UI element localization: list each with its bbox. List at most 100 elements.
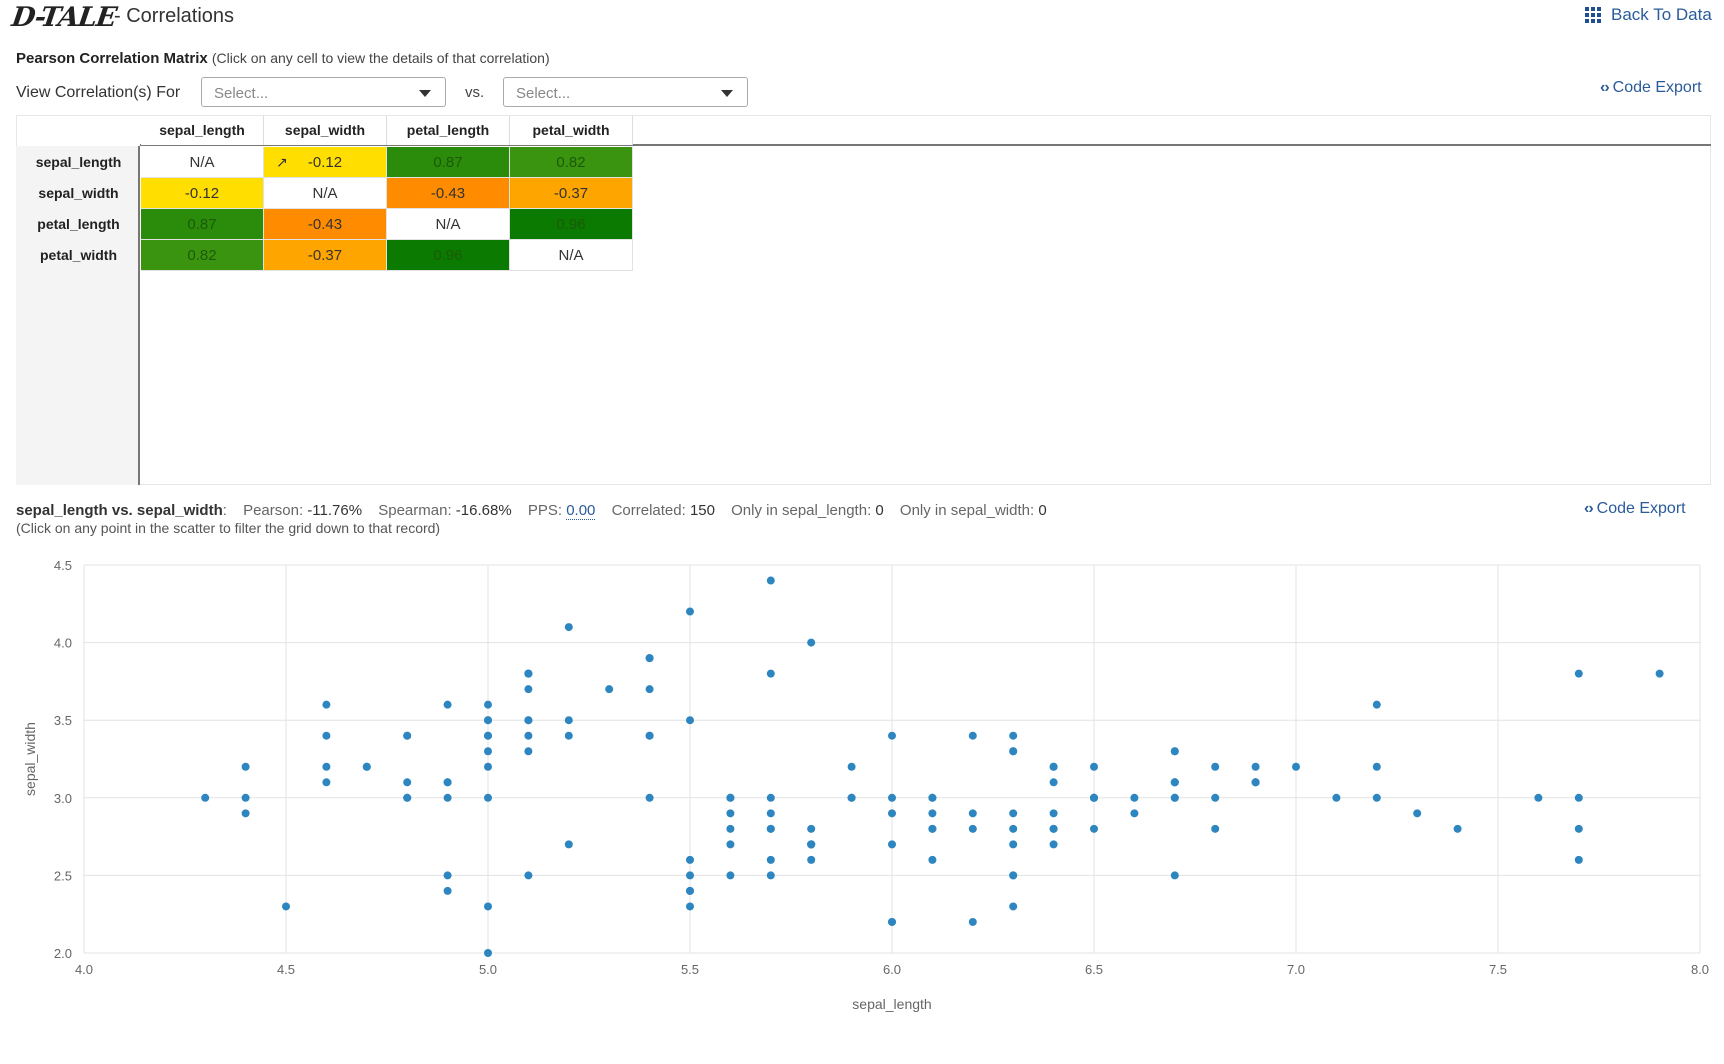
scatter-point[interactable] — [645, 793, 654, 802]
scatter-point[interactable] — [726, 809, 735, 818]
scatter-point[interactable] — [1211, 762, 1220, 771]
scatter-point[interactable] — [1009, 871, 1018, 880]
scatter-point[interactable] — [807, 855, 816, 864]
scatter-point[interactable] — [1009, 731, 1018, 740]
scatter-point[interactable] — [322, 731, 331, 740]
scatter-point[interactable] — [524, 716, 533, 725]
scatter-point[interactable] — [1211, 824, 1220, 833]
scatter-point[interactable] — [1130, 793, 1139, 802]
scatter-point[interactable] — [766, 793, 775, 802]
scatter-point[interactable] — [888, 840, 896, 849]
scatter-point[interactable] — [807, 840, 816, 849]
scatter-point[interactable] — [484, 949, 492, 957]
scatter-point[interactable] — [686, 871, 694, 880]
scatter-point[interactable] — [686, 886, 694, 895]
scatter-point[interactable] — [1332, 793, 1341, 802]
scatter-point[interactable] — [1049, 778, 1058, 787]
pps-value-link[interactable]: 0.00 — [566, 502, 596, 520]
matrix-cell-sepal_width-sepal_length[interactable]: -0.12 — [141, 178, 264, 209]
scatter-point[interactable] — [847, 793, 856, 802]
scatter-point[interactable] — [726, 793, 735, 802]
scatter-point[interactable] — [1170, 793, 1179, 802]
matrix-cell-sepal_length-petal_length[interactable]: 0.87 — [387, 147, 510, 178]
scatter-point[interactable] — [968, 809, 977, 818]
scatter-point[interactable] — [1211, 793, 1220, 802]
scatter-point[interactable] — [1170, 747, 1179, 756]
scatter-code-export-button[interactable]: ‹› Code Export — [1584, 500, 1686, 518]
back-to-data-button[interactable]: Back To Data — [1585, 5, 1712, 25]
scatter-point[interactable] — [1292, 762, 1300, 771]
matrix-code-export-button[interactable]: ‹› Code Export — [1600, 79, 1702, 97]
scatter-point[interactable] — [726, 871, 735, 880]
scatter-point[interactable] — [888, 917, 896, 926]
scatter-point[interactable] — [928, 855, 937, 864]
scatter-point[interactable] — [524, 731, 533, 740]
scatter-point[interactable] — [766, 824, 775, 833]
column2-select[interactable]: Select... — [503, 77, 748, 107]
scatter-point[interactable] — [686, 607, 694, 616]
scatter-chart[interactable]: 4.0 4.5 5.0 5.5 6.0 6.5 7.0 7.5 8.0 2.0 2.5 3.0 3.5 4… — [0, 545, 1724, 1025]
scatter-point[interactable] — [807, 638, 816, 647]
scatter-point[interactable] — [403, 731, 412, 740]
scatter-point[interactable] — [524, 685, 533, 694]
scatter-point[interactable] — [1372, 762, 1381, 771]
scatter-point[interactable] — [1574, 793, 1583, 802]
scatter-point[interactable] — [888, 731, 896, 740]
scatter-point[interactable] — [1251, 762, 1260, 771]
matrix-cell-petal_width-petal_width[interactable]: N/A — [510, 240, 633, 271]
scatter-point[interactable] — [928, 824, 937, 833]
scatter-point[interactable] — [322, 762, 331, 771]
scatter-point[interactable] — [403, 793, 412, 802]
scatter-point[interactable] — [686, 902, 694, 911]
scatter-point[interactable] — [928, 809, 937, 818]
scatter-point[interactable] — [1170, 871, 1179, 880]
scatter-point[interactable] — [726, 840, 735, 849]
scatter-point[interactable] — [564, 623, 573, 632]
scatter-point[interactable] — [282, 902, 290, 911]
scatter-point[interactable] — [1574, 669, 1583, 678]
scatter-point[interactable] — [1049, 824, 1058, 833]
scatter-point[interactable] — [1574, 824, 1583, 833]
scatter-point[interactable] — [766, 871, 775, 880]
scatter-point[interactable] — [726, 824, 735, 833]
scatter-point[interactable] — [888, 793, 896, 802]
matrix-cell-sepal_width-sepal_width[interactable]: N/A — [264, 178, 387, 209]
scatter-point[interactable] — [1090, 793, 1098, 802]
scatter-point[interactable] — [847, 762, 856, 771]
scatter-point[interactable] — [1049, 809, 1058, 818]
matrix-cell-petal_length-petal_length[interactable]: N/A — [387, 209, 510, 240]
scatter-point[interactable] — [241, 762, 250, 771]
matrix-cell-petal_length-sepal_width[interactable]: -0.43 — [264, 209, 387, 240]
scatter-point[interactable] — [322, 778, 331, 787]
scatter-point[interactable] — [1372, 793, 1381, 802]
scatter-point[interactable] — [1090, 824, 1098, 833]
scatter-point[interactable] — [1413, 809, 1422, 818]
scatter-point[interactable] — [888, 809, 896, 818]
scatter-point[interactable] — [484, 731, 492, 740]
scatter-point[interactable] — [241, 809, 250, 818]
scatter-point[interactable] — [1049, 840, 1058, 849]
matrix-cell-sepal_width-petal_width[interactable]: -0.37 — [510, 178, 633, 209]
matrix-cell-sepal_length-petal_width[interactable]: 0.82 — [510, 147, 633, 178]
scatter-point[interactable] — [484, 902, 492, 911]
matrix-cell-petal_length-petal_width[interactable]: 0.96 — [510, 209, 633, 240]
matrix-cell-petal_width-petal_length[interactable]: 0.96 — [387, 240, 510, 271]
scatter-point[interactable] — [645, 731, 654, 740]
scatter-point[interactable] — [766, 669, 775, 678]
scatter-point[interactable] — [484, 762, 492, 771]
scatter-point[interactable] — [443, 886, 452, 895]
scatter-point[interactable] — [645, 654, 654, 663]
scatter-point[interactable] — [686, 855, 694, 864]
scatter-point[interactable] — [524, 747, 533, 756]
scatter-point[interactable] — [645, 685, 654, 694]
scatter-point[interactable] — [564, 840, 573, 849]
scatter-point[interactable] — [1009, 747, 1018, 756]
scatter-point[interactable] — [564, 731, 573, 740]
scatter-point[interactable] — [403, 778, 412, 787]
scatter-point[interactable] — [443, 700, 452, 709]
matrix-cell-sepal_length-sepal_length[interactable]: N/A — [141, 147, 264, 178]
scatter-point[interactable] — [605, 685, 614, 694]
scatter-point[interactable] — [686, 716, 694, 725]
scatter-point[interactable] — [1453, 824, 1462, 833]
scatter-point[interactable] — [1009, 824, 1018, 833]
